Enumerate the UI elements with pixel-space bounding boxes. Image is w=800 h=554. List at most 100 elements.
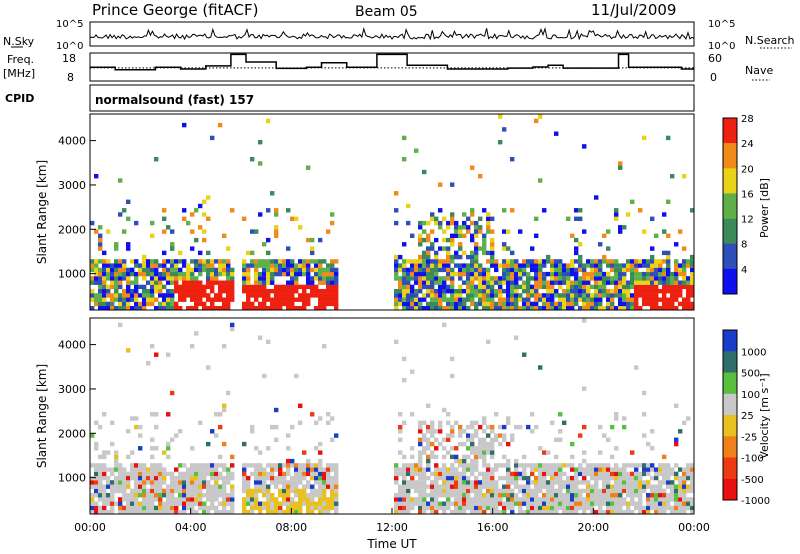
range-cell xyxy=(630,267,635,273)
range-cell xyxy=(486,339,491,345)
range-cell xyxy=(550,301,555,307)
range-cell xyxy=(418,441,423,447)
range-cell xyxy=(134,263,139,268)
range-cell xyxy=(158,293,163,298)
range-cell xyxy=(678,505,683,511)
range-cell xyxy=(314,467,319,472)
range-cell xyxy=(602,276,607,281)
range-cell xyxy=(426,441,431,447)
range-cell xyxy=(170,297,175,302)
range-cell xyxy=(594,497,599,502)
range-cell xyxy=(270,297,275,302)
range-cell xyxy=(150,412,155,417)
freq-label: Freq. xyxy=(7,53,34,66)
range-cell xyxy=(206,195,211,200)
y-tick-label: 2000 xyxy=(58,427,86,440)
range-cell xyxy=(286,493,291,498)
range-cell xyxy=(330,259,335,264)
range-cell xyxy=(546,280,551,285)
range-cell xyxy=(158,289,163,294)
colorbar-swatch xyxy=(723,478,737,501)
range-cell xyxy=(490,484,495,489)
range-cell xyxy=(550,289,555,294)
range-cell xyxy=(162,259,167,264)
range-cell xyxy=(154,297,159,302)
range-cell xyxy=(438,420,443,425)
range-cell xyxy=(570,233,575,238)
range-cell xyxy=(122,467,127,472)
range-cell xyxy=(450,488,455,494)
range-cell xyxy=(462,458,467,464)
range-cell xyxy=(590,271,595,277)
range-cell xyxy=(422,488,427,494)
range-cell xyxy=(630,284,635,290)
range-cell xyxy=(302,497,307,502)
range-cell xyxy=(210,271,215,277)
range-cell xyxy=(430,284,435,290)
range-cell xyxy=(678,271,683,277)
colorbar-tick-label: -100 xyxy=(741,454,764,465)
range-cell xyxy=(194,488,199,494)
range-cell xyxy=(618,293,623,298)
range-cell xyxy=(582,450,587,455)
range-cell xyxy=(614,416,619,421)
range-cell xyxy=(254,297,259,302)
range-cell xyxy=(534,505,539,511)
range-cell xyxy=(398,289,403,294)
range-cell xyxy=(542,484,547,489)
range-cell xyxy=(446,267,451,273)
range-cell xyxy=(470,505,475,511)
range-cell xyxy=(146,267,151,273)
range-cell xyxy=(498,433,503,438)
range-cell xyxy=(118,501,123,506)
range-cell xyxy=(586,297,591,302)
range-cell xyxy=(534,118,539,124)
range-cell xyxy=(118,484,123,489)
range-cell xyxy=(614,463,619,468)
range-cell xyxy=(514,271,519,277)
range-cell xyxy=(182,122,187,128)
range-cell xyxy=(406,497,411,502)
range-cell xyxy=(610,301,615,307)
range-cell xyxy=(98,510,103,515)
range-cell xyxy=(462,467,467,472)
range-cell xyxy=(266,250,271,256)
range-cell xyxy=(414,271,419,277)
range-cell xyxy=(286,306,291,311)
range-cell xyxy=(102,293,107,298)
range-cell xyxy=(474,429,479,434)
range-cell xyxy=(490,254,495,260)
range-cell xyxy=(394,267,399,273)
range-cell xyxy=(678,467,683,472)
range-cell xyxy=(398,424,403,430)
range-cell xyxy=(666,276,671,281)
range-cell xyxy=(102,263,107,268)
range-cell xyxy=(554,471,559,477)
range-cell xyxy=(482,301,487,307)
range-cell xyxy=(294,475,299,481)
range-cell xyxy=(562,480,567,485)
range-cell xyxy=(334,497,339,502)
range-cell xyxy=(126,289,131,294)
range-cell xyxy=(102,284,107,290)
range-cell xyxy=(454,254,459,260)
range-cell xyxy=(410,463,415,468)
range-cell xyxy=(646,497,651,502)
range-cell xyxy=(574,293,579,298)
range-cell xyxy=(266,259,271,264)
range-cell xyxy=(662,259,667,264)
range-cell xyxy=(414,276,419,281)
range-cell xyxy=(294,306,299,311)
range-cell xyxy=(174,284,179,290)
range-cell xyxy=(322,467,327,472)
range-cell xyxy=(458,263,463,268)
range-cell xyxy=(598,488,603,494)
range-cell xyxy=(458,271,463,277)
range-cell xyxy=(174,433,179,438)
range-cell xyxy=(402,510,407,515)
range-cell xyxy=(246,497,251,502)
range-cell xyxy=(622,501,627,506)
range-cell xyxy=(318,505,323,511)
range-cell xyxy=(102,259,107,264)
